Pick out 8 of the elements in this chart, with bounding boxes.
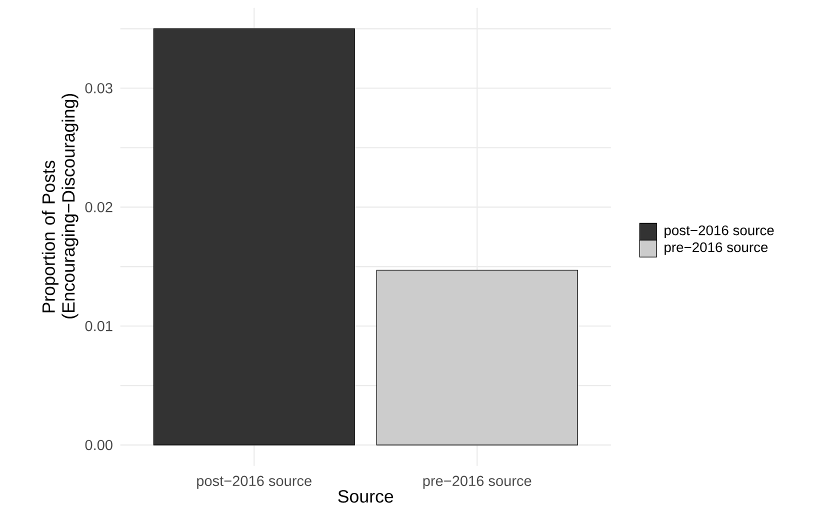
- y-tick-label: 0.03: [85, 82, 112, 94]
- y-axis-title: Proportion of Posts (Encouraging−Discouraging): [42, 94, 78, 318]
- y-tick-label: 0.00: [85, 440, 112, 450]
- y-tick-label: 0.02: [85, 202, 112, 212]
- legend-label: pre−2016 source: [664, 242, 768, 255]
- x-axis-title: Source: [338, 490, 394, 503]
- y-tick-label: 0.01: [85, 320, 112, 332]
- legend-label: post−2016 source: [664, 225, 774, 238]
